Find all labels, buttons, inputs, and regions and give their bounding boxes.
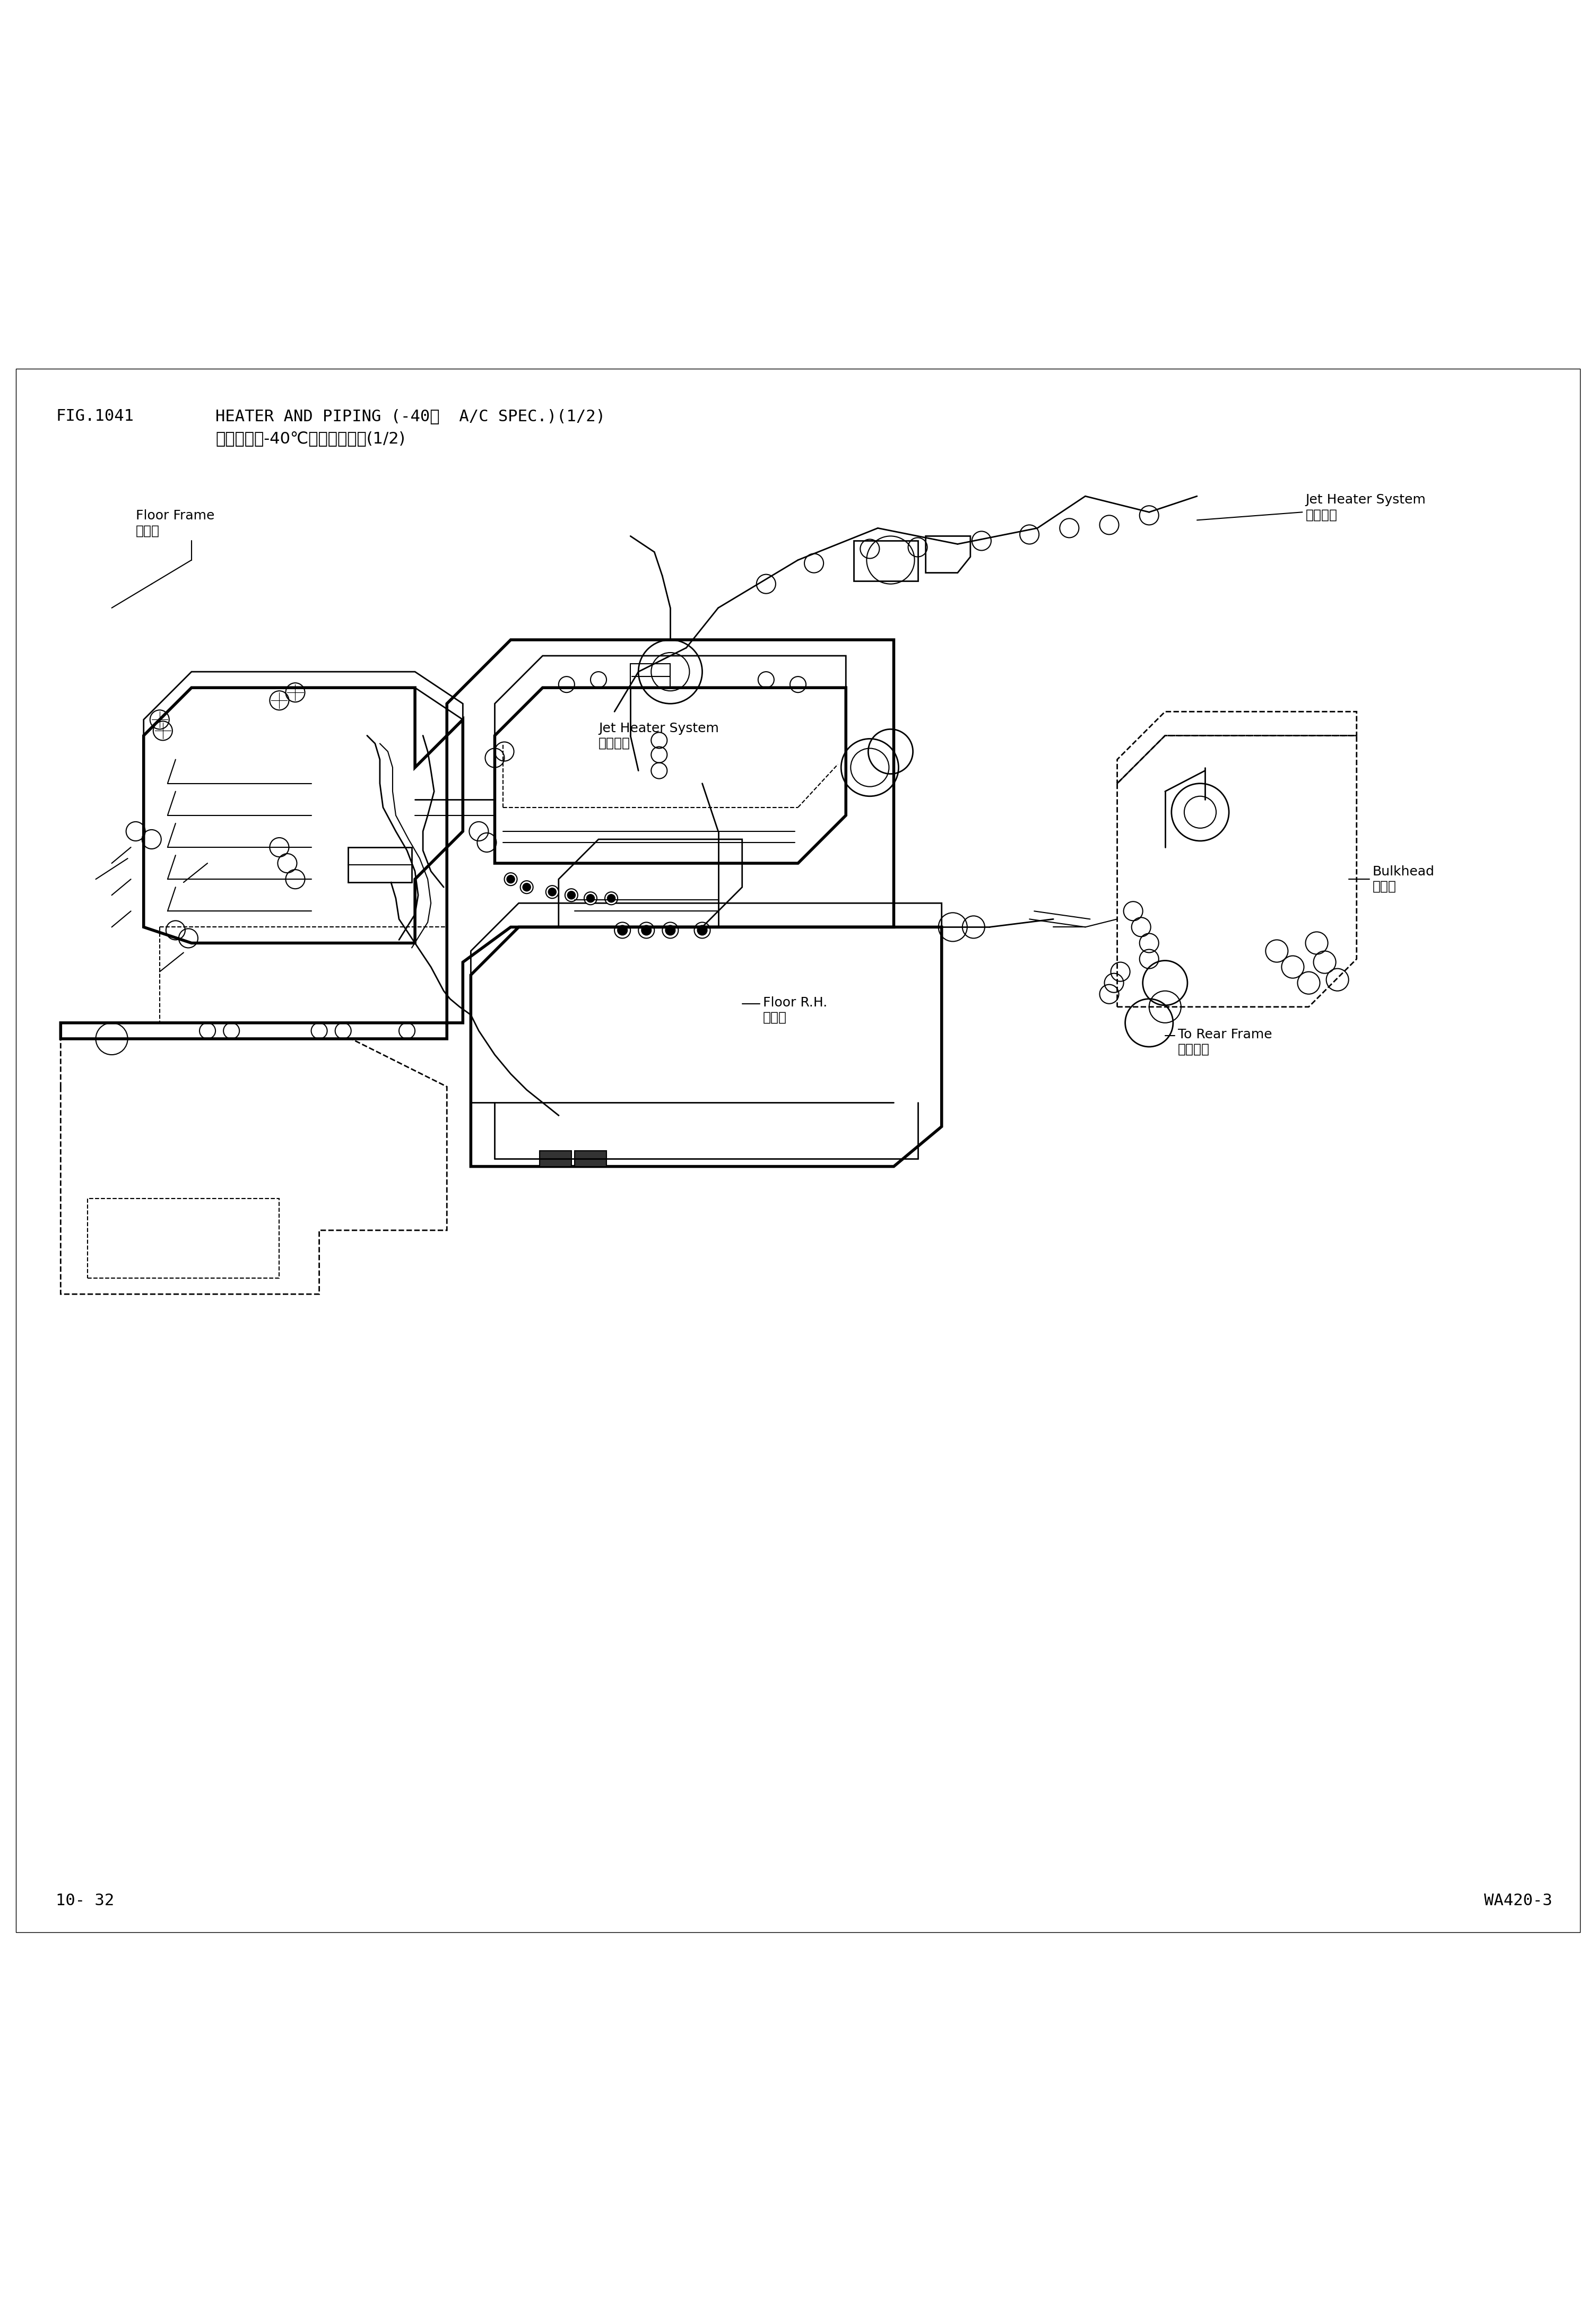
Text: Floor Frame
地板架: Floor Frame 地板架 xyxy=(136,509,214,536)
Circle shape xyxy=(523,884,530,890)
Bar xyxy=(630,663,670,688)
Text: 加熱管路（-40℃　空調仕様）(1/2): 加熱管路（-40℃ 空調仕様）(1/2) xyxy=(215,430,405,446)
Circle shape xyxy=(520,881,533,893)
Circle shape xyxy=(565,888,578,902)
Text: WA420-3: WA420-3 xyxy=(1484,1894,1553,1908)
Circle shape xyxy=(587,895,594,902)
Text: Bulkhead
隔离箱: Bulkhead 隔离箱 xyxy=(1373,865,1435,893)
Bar xyxy=(88,1199,279,1277)
Circle shape xyxy=(546,886,559,897)
Bar xyxy=(348,847,412,881)
Circle shape xyxy=(568,890,575,900)
Circle shape xyxy=(584,893,597,904)
Circle shape xyxy=(642,925,651,934)
Circle shape xyxy=(605,893,618,904)
Circle shape xyxy=(508,874,514,884)
Text: FIG.1041: FIG.1041 xyxy=(56,407,134,423)
Circle shape xyxy=(504,872,517,886)
Circle shape xyxy=(618,925,627,934)
Text: Floor R.H.
右地板: Floor R.H. 右地板 xyxy=(763,996,827,1024)
Circle shape xyxy=(608,895,614,902)
Text: Jet Heater System
加热系统: Jet Heater System 加热系统 xyxy=(1306,495,1425,520)
Circle shape xyxy=(666,925,675,934)
Text: To Rear Frame
至后车架: To Rear Frame 至后车架 xyxy=(1178,1029,1272,1056)
Bar xyxy=(539,1150,571,1167)
Circle shape xyxy=(697,925,707,934)
Text: HEATER AND PIPING (-40℃  A/C SPEC.)(1/2): HEATER AND PIPING (-40℃ A/C SPEC.)(1/2) xyxy=(215,407,605,423)
Circle shape xyxy=(549,888,555,895)
Text: Jet Heater System
加热系统: Jet Heater System 加热系统 xyxy=(598,723,718,750)
Bar xyxy=(575,1150,606,1167)
Bar xyxy=(854,541,918,580)
Text: 10- 32: 10- 32 xyxy=(56,1894,115,1908)
